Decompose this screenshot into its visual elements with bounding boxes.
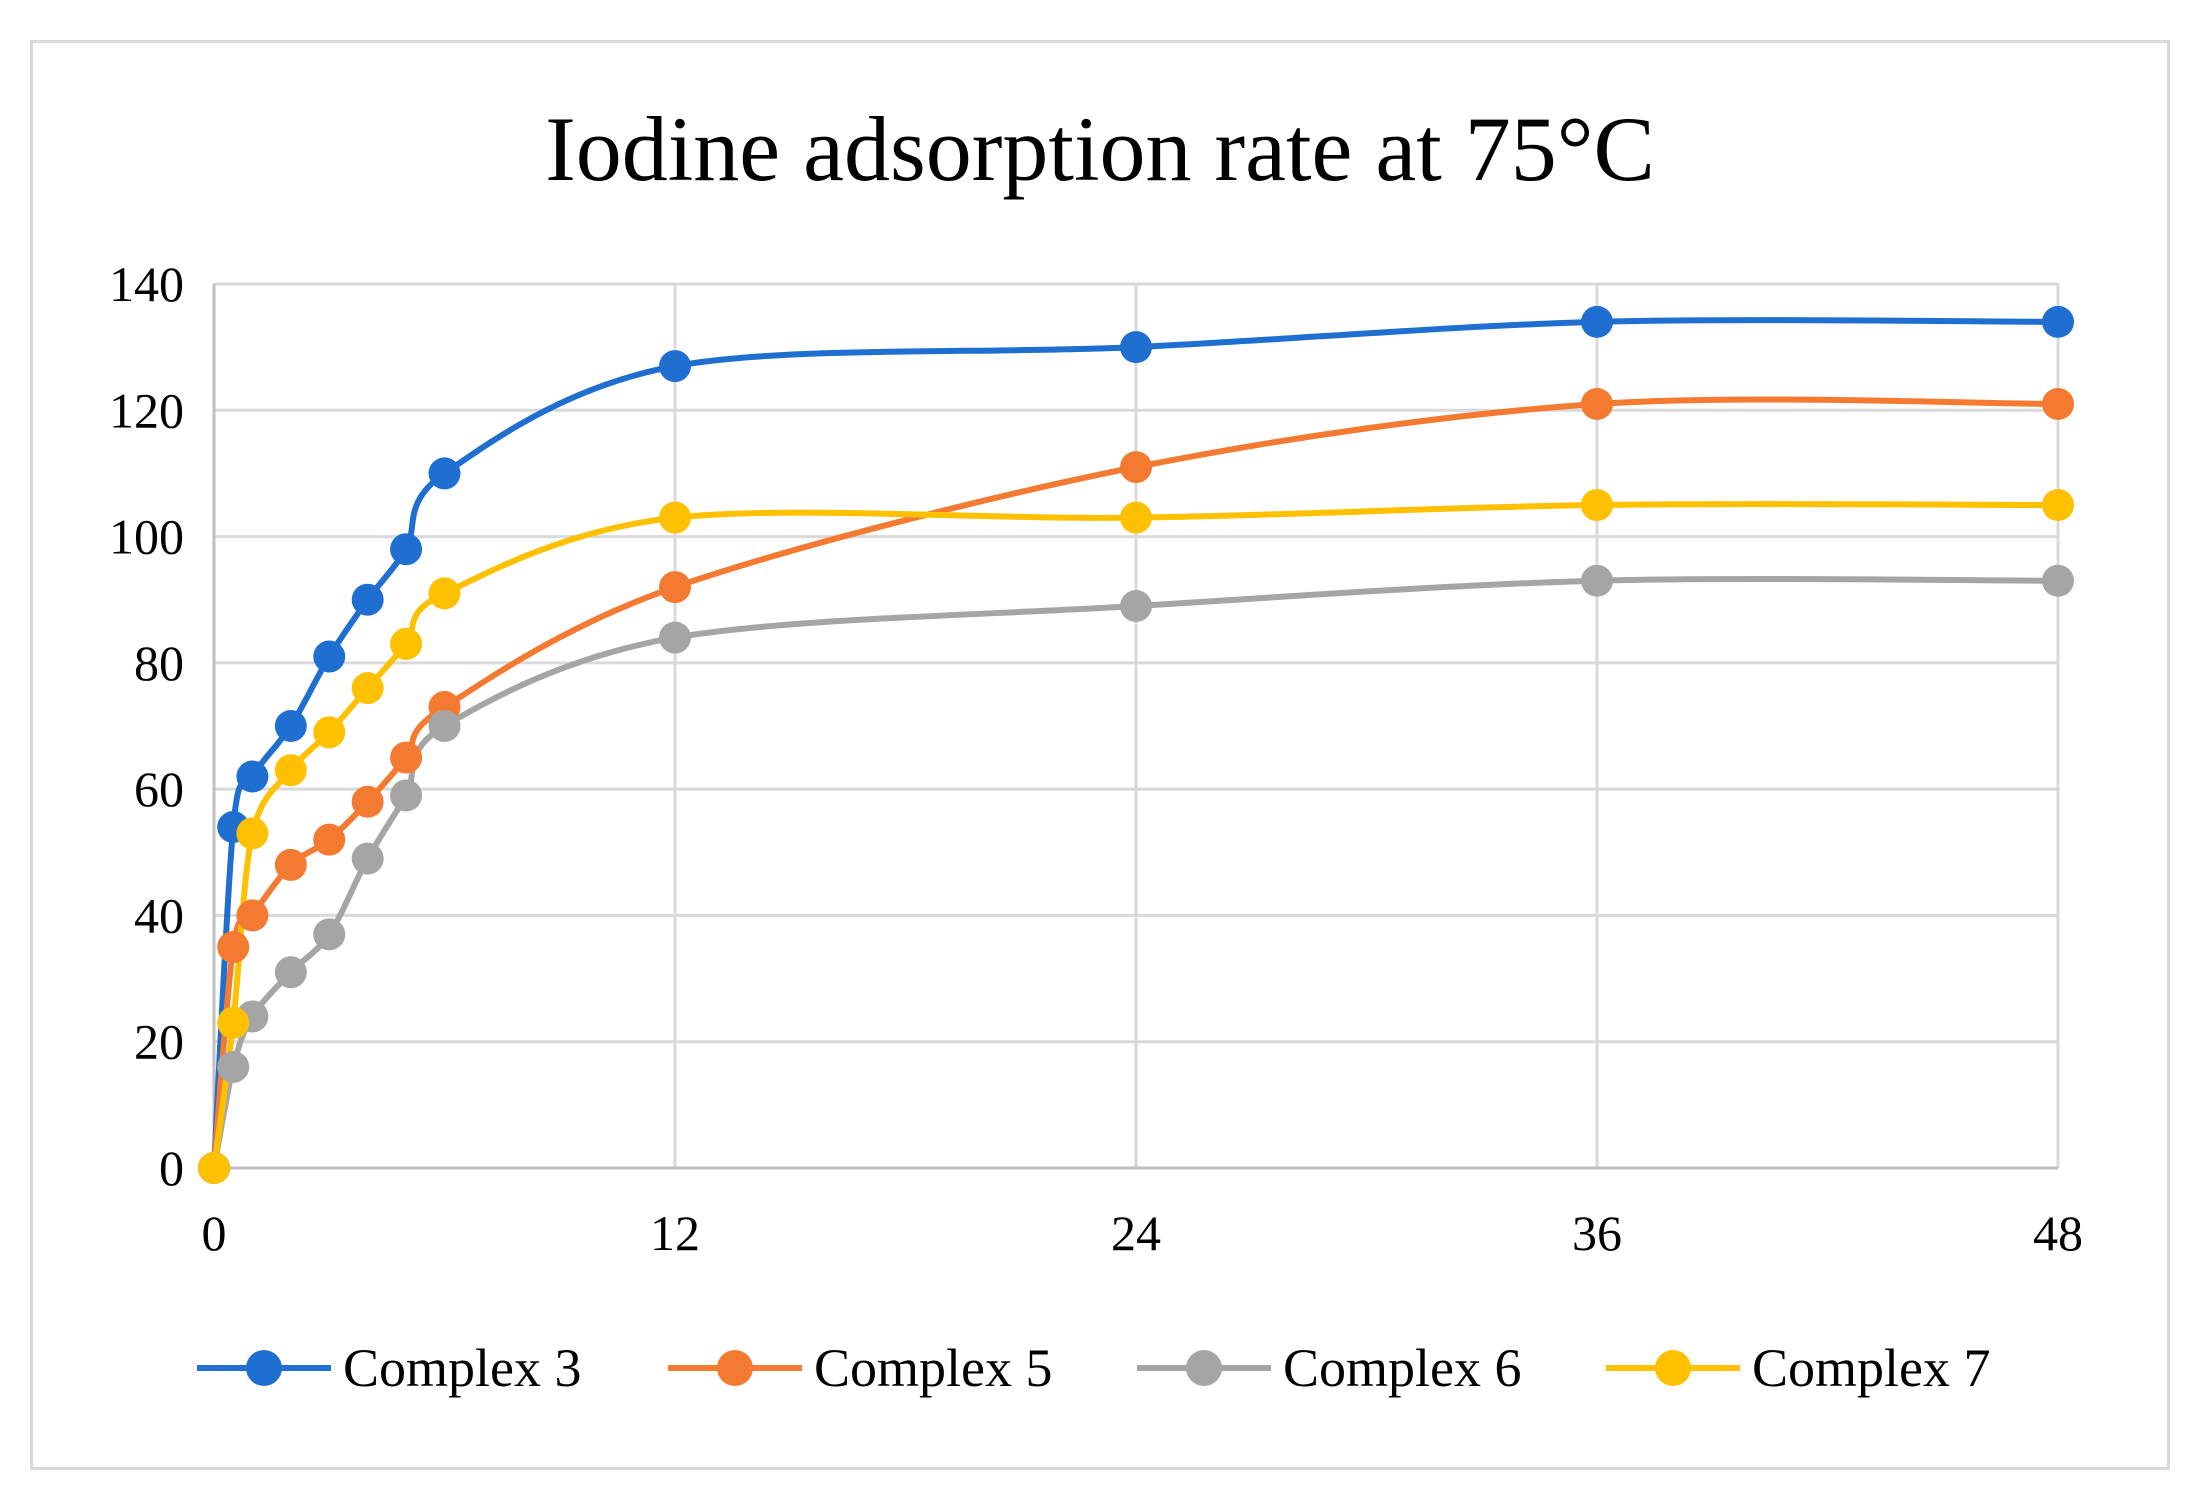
legend-label: Complex 6 (1283, 1338, 1522, 1398)
data-point-complex-5 (2042, 387, 2074, 420)
y-tick-label: 80 (134, 635, 184, 691)
data-point-complex-7 (2042, 489, 2074, 521)
data-point-complex-7 (351, 672, 384, 705)
data-point-complex-6 (659, 621, 691, 654)
data-point-complex-7 (274, 754, 307, 787)
y-axis-tick-labels: 0 20 40 60 80 100 120 140 (109, 256, 184, 1196)
data-point-complex-3 (313, 640, 346, 673)
data-point-complex-3 (236, 760, 269, 793)
y-tick-label: 20 (134, 1014, 184, 1070)
x-tick-label: 48 (2033, 1205, 2083, 1261)
legend-swatch-marker (1186, 1350, 1222, 1386)
y-tick-label: 120 (109, 382, 184, 438)
data-point-complex-7 (236, 817, 269, 850)
y-tick-label: 0 (159, 1140, 184, 1196)
series-line-complex-6 (211, 575, 2059, 1169)
axes (212, 284, 2058, 1170)
data-point-complex-3 (351, 583, 384, 616)
data-point-complex-6 (313, 918, 346, 951)
data-point-complex-6 (351, 842, 384, 875)
y-tick-label: 100 (109, 509, 184, 565)
legend-swatch-marker (1655, 1350, 1691, 1386)
chart-title: Iodine adsorption rate at 75°C (545, 98, 1655, 200)
legend-label: Complex 3 (343, 1338, 582, 1398)
data-point-complex-5 (236, 899, 269, 932)
data-point-complex-7 (1581, 489, 1613, 521)
legend-item-complex-3: Complex 3 (197, 1338, 582, 1398)
data-point-complex-5 (659, 571, 691, 604)
data-point-complex-3 (428, 457, 461, 490)
data-point-complex-5 (390, 741, 423, 774)
data-point-complex-5 (1120, 451, 1152, 484)
legend-item-complex-6: Complex 6 (1137, 1338, 1522, 1398)
data-point-complex-5 (351, 785, 384, 818)
x-tick-label: 0 (202, 1205, 227, 1261)
y-tick-label: 140 (109, 256, 184, 312)
data-point-complex-5 (274, 848, 307, 881)
data-point-complex-5 (313, 823, 346, 856)
series-markers-complex-7 (198, 489, 2074, 1184)
x-tick-label: 12 (650, 1205, 700, 1261)
series-markers (198, 305, 2074, 1184)
x-tick-label: 36 (1572, 1205, 1622, 1261)
x-axis-tick-labels: 0 12 24 36 48 (202, 1205, 2084, 1261)
y-tick-label: 60 (134, 761, 184, 817)
data-point-complex-3 (2042, 305, 2074, 338)
data-point-complex-6 (428, 710, 461, 742)
data-point-complex-3 (390, 533, 423, 566)
data-point-complex-3 (1120, 331, 1152, 364)
data-point-complex-7 (390, 627, 423, 660)
data-point-complex-6 (274, 956, 307, 989)
data-point-complex-6 (217, 1050, 250, 1083)
data-point-complex-7 (313, 716, 346, 749)
data-point-complex-6 (1581, 564, 1613, 597)
data-point-complex-7 (428, 577, 461, 610)
legend-item-complex-5: Complex 5 (668, 1338, 1053, 1398)
data-point-complex-7 (217, 1006, 250, 1039)
series-markers-complex-5 (198, 387, 2074, 1184)
legend-label: Complex 7 (1752, 1338, 1991, 1398)
data-point-complex-3 (659, 350, 691, 383)
data-point-complex-6 (390, 779, 423, 812)
data-point-complex-7 (659, 501, 691, 534)
chart-frame (30, 40, 2170, 1470)
grid-lines (214, 282, 2060, 1168)
data-point-complex-3 (274, 710, 307, 742)
data-point-complex-6 (1120, 590, 1152, 623)
legend: Complex 3 Complex 5 Complex 6 Complex 7 (197, 1338, 1991, 1398)
series-markers-complex-6 (198, 564, 2074, 1184)
y-tick-label: 40 (134, 887, 184, 943)
legend-swatch-marker (246, 1350, 282, 1386)
legend-label: Complex 5 (814, 1338, 1053, 1398)
data-point-complex-7 (198, 1152, 230, 1184)
data-point-complex-3 (1581, 305, 1613, 338)
data-point-complex-7 (1120, 501, 1152, 534)
x-tick-label: 24 (1111, 1205, 1161, 1261)
legend-item-complex-7: Complex 7 (1606, 1338, 1991, 1398)
data-point-complex-6 (2042, 564, 2074, 597)
legend-swatch-marker (717, 1350, 753, 1386)
data-point-complex-5 (217, 931, 250, 963)
data-point-complex-5 (1581, 387, 1613, 420)
